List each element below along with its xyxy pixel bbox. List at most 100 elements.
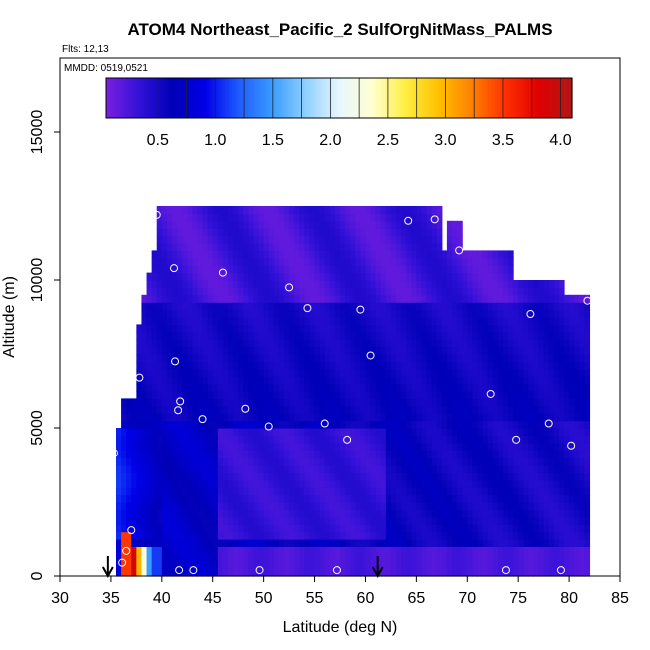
heatmap-cell	[228, 487, 234, 496]
heatmap-cell	[238, 568, 244, 577]
heatmap-cell	[518, 398, 524, 407]
heatmap-cell	[156, 487, 163, 496]
heatmap-cell	[182, 339, 188, 348]
heatmap-cell	[334, 272, 341, 281]
heatmap-cell	[431, 383, 438, 392]
heatmap-cell	[243, 465, 249, 473]
heatmap-cell	[233, 376, 239, 385]
heatmap-cell	[543, 516, 550, 525]
heatmap-cell	[253, 435, 260, 444]
heatmap-cell	[543, 450, 550, 459]
heatmap-cell	[228, 368, 234, 377]
heatmap-cell	[233, 287, 239, 296]
heatmap-cell	[380, 509, 387, 518]
heatmap-cell	[329, 435, 336, 444]
heatmap-cell	[340, 553, 346, 562]
heatmap-cell	[248, 257, 255, 266]
heatmap-cell	[350, 346, 356, 355]
heatmap-cell	[151, 568, 158, 577]
heatmap-cell	[304, 265, 311, 274]
heatmap-cell	[502, 280, 509, 288]
heatmap-cell	[543, 546, 550, 555]
heatmap-cell	[436, 568, 443, 577]
heatmap-cell	[416, 539, 423, 547]
heatmap-cell	[492, 420, 499, 429]
heatmap-cell	[304, 420, 311, 429]
heatmap-cell	[131, 450, 137, 459]
heatmap-cell	[508, 317, 514, 325]
heatmap-cell	[238, 413, 244, 422]
heatmap-cell	[116, 442, 122, 451]
heatmap-cell	[222, 479, 229, 488]
heatmap-cell	[564, 428, 570, 436]
heatmap-cell	[421, 235, 428, 244]
heatmap-cell	[258, 324, 265, 333]
heatmap-cell	[192, 413, 199, 422]
heatmap-cell	[233, 339, 239, 348]
heatmap-cell	[207, 472, 214, 481]
heatmap-cell	[385, 398, 392, 407]
heatmap-cell	[182, 257, 188, 266]
heatmap-cell	[268, 428, 275, 436]
colorbar-segment	[168, 78, 172, 118]
heatmap-cell	[217, 413, 224, 422]
heatmap-cell	[131, 405, 137, 414]
heatmap-cell	[579, 354, 585, 362]
heatmap-cell	[345, 435, 351, 444]
heatmap-cell	[441, 450, 448, 459]
heatmap-cell	[156, 524, 163, 533]
heatmap-cell	[217, 294, 224, 303]
colorbar-segment	[245, 78, 249, 118]
heatmap-cell	[238, 457, 244, 466]
heatmap-cell	[207, 339, 214, 348]
heatmap-cell	[365, 265, 372, 274]
heatmap-cell	[518, 546, 524, 555]
heatmap-cell	[467, 509, 473, 518]
heatmap-cell	[385, 228, 392, 237]
heatmap-cell	[380, 376, 387, 385]
sample-point	[174, 406, 183, 415]
colorbar-segment	[203, 78, 207, 118]
heatmap-cell	[304, 553, 311, 562]
heatmap-cell	[299, 376, 305, 385]
colorbar-segment	[546, 78, 550, 118]
heatmap-cell	[228, 265, 234, 274]
heatmap-cell	[533, 309, 540, 318]
heatmap-cell	[446, 442, 453, 451]
heatmap-cell	[360, 265, 367, 274]
heatmap-cell	[299, 568, 305, 577]
heatmap-cell	[319, 243, 326, 251]
heatmap-cell	[177, 206, 183, 214]
heatmap-cell	[426, 228, 433, 237]
heatmap-cell	[360, 324, 367, 333]
heatmap-cell	[441, 509, 448, 518]
heatmap-cell	[319, 309, 326, 318]
heatmap-cell	[406, 339, 412, 348]
heatmap-cell	[278, 331, 285, 340]
heatmap-cell	[212, 502, 219, 510]
heatmap-cell	[268, 450, 275, 459]
heatmap-cell	[156, 324, 163, 333]
heatmap-cell	[228, 428, 234, 436]
heatmap-cell	[543, 376, 550, 385]
heatmap-cell	[294, 502, 300, 510]
heatmap-cell	[436, 546, 443, 555]
heatmap-cell	[314, 368, 321, 377]
heatmap-cell	[365, 413, 372, 422]
heatmap-cell	[355, 331, 361, 340]
heatmap-cell	[411, 287, 417, 296]
heatmap-cell	[258, 361, 265, 370]
heatmap-cell	[538, 435, 545, 444]
heatmap-cell	[121, 516, 127, 525]
heatmap-cell	[396, 391, 402, 399]
heatmap-cell	[431, 361, 438, 370]
heatmap-cell	[523, 479, 529, 488]
heatmap-cell	[396, 272, 402, 281]
heatmap-cell	[334, 250, 341, 259]
heatmap-cell	[396, 317, 402, 325]
heatmap-cell	[548, 420, 555, 429]
heatmap-cell	[136, 487, 143, 496]
heatmap-cell	[528, 546, 535, 555]
heatmap-cell	[273, 428, 280, 436]
heatmap-cell	[324, 250, 331, 259]
